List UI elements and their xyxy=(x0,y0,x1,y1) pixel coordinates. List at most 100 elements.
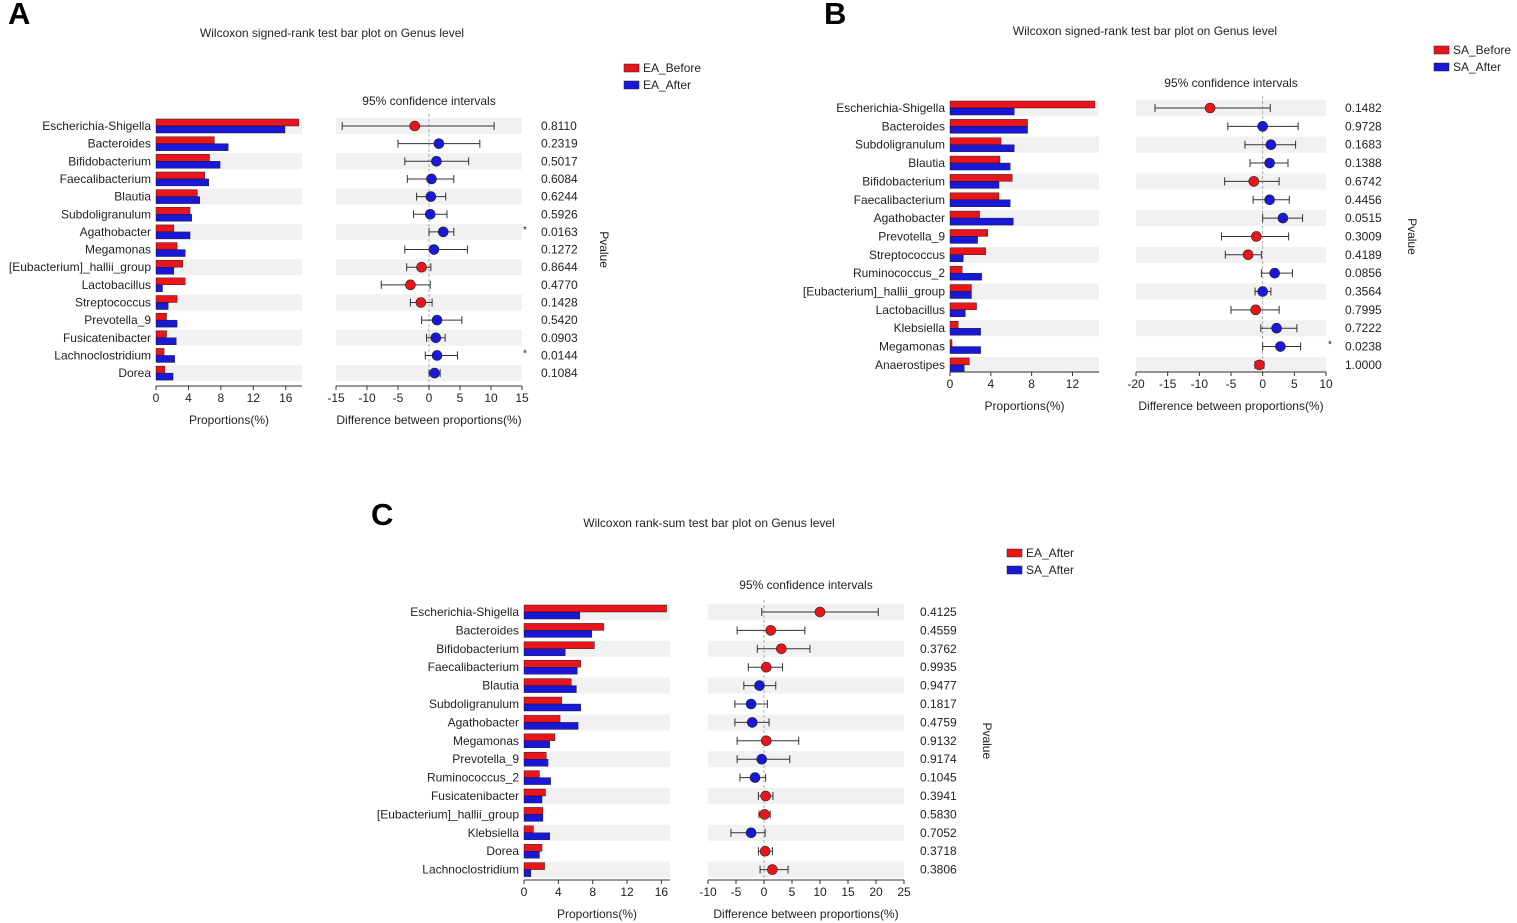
category-label: Dorea xyxy=(486,844,519,858)
panel-b: B Wilcoxon signed-rank test bar plot on G… xyxy=(803,0,1511,413)
ci-point xyxy=(1248,176,1260,187)
category-label: Bifidobacterium xyxy=(862,174,945,188)
p-value: 0.9132 xyxy=(920,734,957,748)
category-label: Prevotella_9 xyxy=(84,313,151,327)
category-label: Subdoligranulum xyxy=(855,138,945,152)
ci-point xyxy=(1264,194,1275,206)
legend-label: EA_After xyxy=(643,78,691,92)
bar-EA_Before xyxy=(155,348,165,356)
category-label: Bifidobacterium xyxy=(436,642,519,656)
bar-tick-label: 4 xyxy=(185,391,192,405)
bar-SA_Before xyxy=(949,339,953,347)
bar-SA_After xyxy=(949,364,965,373)
ci-tick-label: 15 xyxy=(841,885,855,899)
bar-SA_After xyxy=(949,144,1015,152)
p-value: 0.6084 xyxy=(541,172,578,186)
bar-EA_After xyxy=(155,178,209,187)
ci-point xyxy=(437,226,449,238)
bar-EA_Before xyxy=(155,330,167,338)
row-stripe xyxy=(708,714,904,731)
ci-title: 95% confidence intervals xyxy=(362,94,495,108)
legend-swatch xyxy=(1433,45,1450,55)
bar-SA_Before xyxy=(949,137,1002,145)
p-value: 0.3941 xyxy=(920,789,957,803)
bar-SA_After xyxy=(523,685,577,693)
bar-EA_After xyxy=(523,678,572,686)
ci-point xyxy=(1257,286,1268,297)
ci-tick-label: -10 xyxy=(358,391,376,405)
bar-EA_Before xyxy=(155,312,167,321)
category-label: Bifidobacterium xyxy=(68,154,151,168)
row-stripe xyxy=(708,788,904,804)
bar-tick-label: 0 xyxy=(947,377,954,391)
ci-point xyxy=(754,680,765,691)
ci-point xyxy=(759,809,770,820)
category-label: Streptococcus xyxy=(75,296,151,310)
category-label: Lactobacillus xyxy=(876,303,945,317)
category-label: Subdoligranulum xyxy=(61,207,151,221)
category-label: [Eubacterium]_hallii_group xyxy=(377,807,519,821)
p-value: 0.7222 xyxy=(1345,321,1382,335)
bar-SA_After xyxy=(949,181,1000,189)
bar-EA_Before xyxy=(155,365,166,374)
chart-title: Wilcoxon rank-sum test bar plot on Genus… xyxy=(583,516,834,530)
legend-label: EA_Before xyxy=(643,61,701,75)
ci-point xyxy=(776,643,787,655)
ci-point xyxy=(430,332,442,344)
bar-SA_After xyxy=(949,217,1014,226)
row-stripe xyxy=(156,223,302,240)
category-label: Escherichia-Shigella xyxy=(836,101,945,115)
bar-SA_After xyxy=(949,162,1011,171)
ci-point xyxy=(760,790,771,802)
bar-SA_Before xyxy=(949,247,986,256)
bar-SA_Before xyxy=(949,357,970,366)
category-label: Klebsiella xyxy=(894,321,946,335)
bar-EA_After xyxy=(155,284,163,293)
ci-tick-label: 5 xyxy=(457,391,464,405)
bar-EA_Before xyxy=(155,242,178,250)
ci-point xyxy=(426,173,437,185)
bar-SA_After xyxy=(949,272,982,281)
bar-EA_After xyxy=(523,825,534,833)
bar-EA_After xyxy=(523,770,540,778)
category-label: Ruminococcus_2 xyxy=(427,771,519,785)
row-stripe xyxy=(524,751,670,768)
bar-SA_After xyxy=(949,126,1028,134)
ci-tick-label: 0 xyxy=(761,885,768,899)
category-label: Fusicatenibacter xyxy=(63,331,151,345)
ci-point xyxy=(759,845,771,857)
row-stripe xyxy=(524,788,670,804)
ci-point xyxy=(425,191,437,202)
bar-EA_Before xyxy=(155,207,191,215)
ci-tick-label: -5 xyxy=(1226,377,1237,391)
ci-point xyxy=(1265,139,1277,150)
bar-tick-label: 16 xyxy=(655,885,669,899)
bar-EA_After xyxy=(523,752,547,760)
p-value: 0.8644 xyxy=(541,260,578,274)
legend-swatch xyxy=(623,80,640,90)
bar-x-label: Proportions(%) xyxy=(557,907,637,921)
chart-title: Wilcoxon signed-rank test bar plot on Ge… xyxy=(1013,24,1277,38)
bar-EA_After xyxy=(155,125,286,134)
category-label: [Eubacterium]_hallii_group xyxy=(9,260,151,274)
bar-tick-label: 16 xyxy=(279,391,293,405)
p-value: 0.3009 xyxy=(1345,229,1382,243)
ci-point xyxy=(1242,249,1254,261)
row-stripe xyxy=(708,751,904,768)
row-stripe xyxy=(156,259,302,276)
ci-tick-label: -10 xyxy=(699,885,717,899)
significance-star: * xyxy=(1328,340,1332,351)
bar-SA_After xyxy=(523,611,581,620)
category-label: [Eubacterium]_hallii_group xyxy=(803,285,945,299)
ci-point xyxy=(416,261,427,273)
p-value: 0.4770 xyxy=(541,278,578,292)
row-stripe xyxy=(524,824,670,841)
bar-SA_After xyxy=(523,869,532,877)
row-stripe xyxy=(1136,136,1326,153)
p-value: 0.0163 xyxy=(541,225,578,239)
category-label: Dorea xyxy=(118,366,151,380)
bar-EA_Before xyxy=(155,277,186,286)
bar-SA_After xyxy=(523,740,550,748)
row-stripe xyxy=(950,320,1099,337)
